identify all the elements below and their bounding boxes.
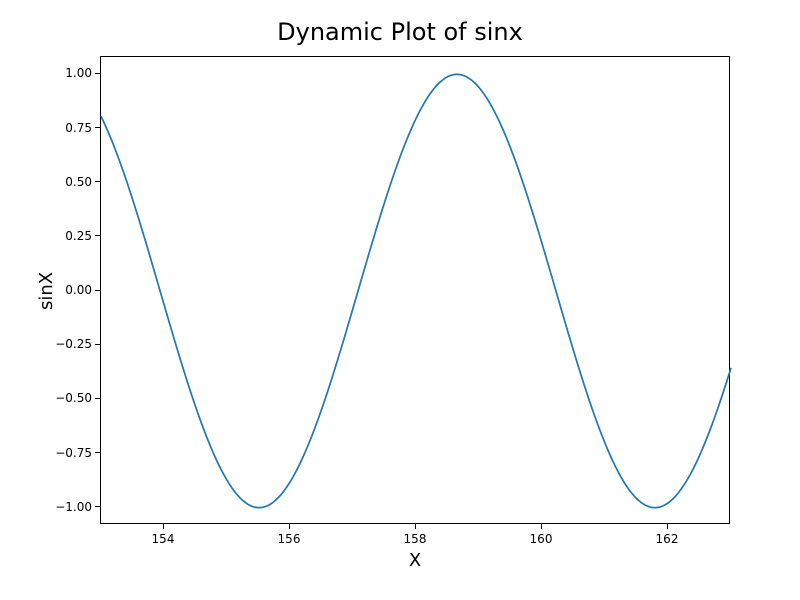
figure: Dynamic Plot of sinx X sinX 154156158160…: [0, 0, 800, 600]
y-tick-label: −0.75: [54, 446, 92, 460]
line-series-sin: [101, 57, 731, 525]
y-tick-mark: [95, 506, 100, 507]
y-tick-mark: [95, 73, 100, 74]
plot-area: [100, 56, 730, 524]
y-tick-mark: [95, 127, 100, 128]
y-tick-label: 0.50: [54, 175, 92, 189]
y-tick-label: 1.00: [54, 66, 92, 80]
series-path: [101, 74, 731, 507]
x-tick-mark: [163, 524, 164, 529]
y-tick-label: 0.75: [54, 121, 92, 135]
y-tick-label: 0.00: [54, 283, 92, 297]
y-tick-mark: [95, 452, 100, 453]
y-tick-mark: [95, 290, 100, 291]
chart-title: Dynamic Plot of sinx: [0, 18, 800, 46]
x-tick-mark: [415, 524, 416, 529]
x-tick-mark: [667, 524, 668, 529]
y-tick-mark: [95, 398, 100, 399]
y-tick-label: 0.25: [54, 229, 92, 243]
y-tick-label: −0.25: [54, 337, 92, 351]
x-tick-mark: [541, 524, 542, 529]
x-axis-label: X: [100, 550, 730, 571]
x-tick-label: 158: [404, 532, 427, 546]
y-tick-mark: [95, 181, 100, 182]
y-tick-mark: [95, 344, 100, 345]
x-tick-label: 156: [278, 532, 301, 546]
x-tick-label: 154: [152, 532, 175, 546]
y-tick-mark: [95, 235, 100, 236]
x-tick-mark: [289, 524, 290, 529]
x-tick-label: 162: [656, 532, 679, 546]
x-tick-label: 160: [530, 532, 553, 546]
y-tick-label: −0.50: [54, 391, 92, 405]
y-tick-label: −1.00: [54, 500, 92, 514]
